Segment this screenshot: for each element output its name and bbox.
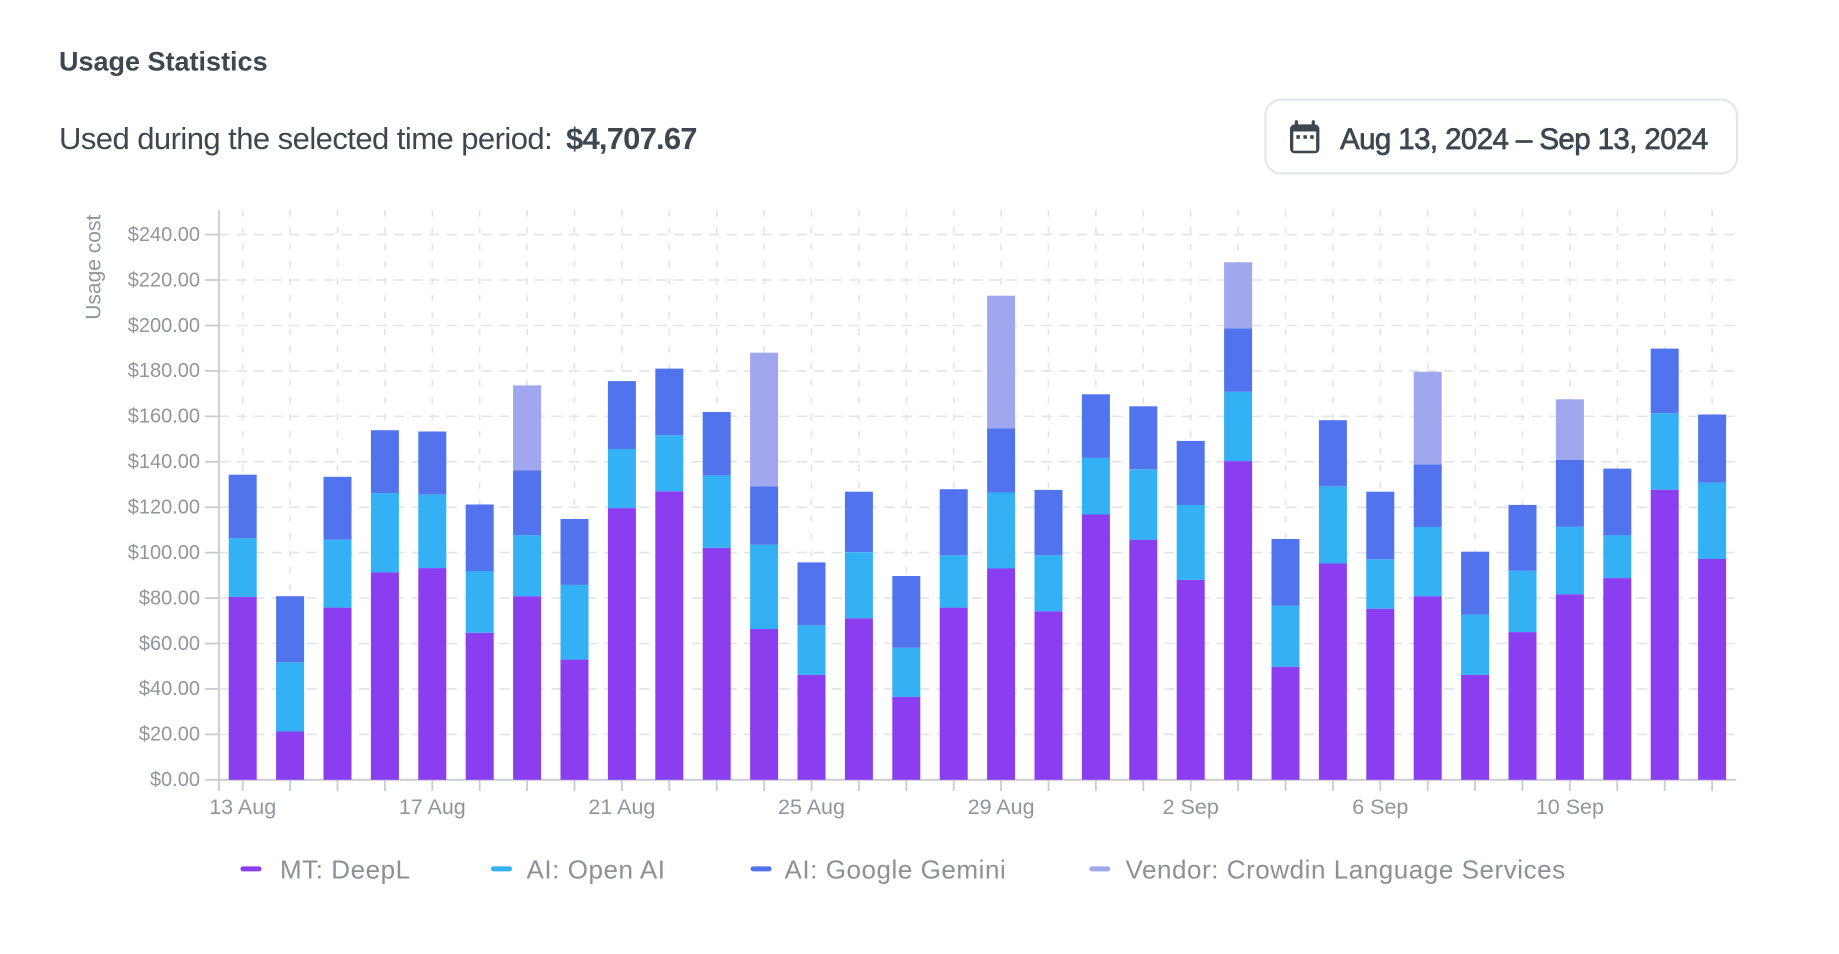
- svg-text:6 Sep: 6 Sep: [1352, 795, 1408, 819]
- svg-text:$4,707.67: $4,707.67: [566, 121, 697, 156]
- svg-text:AI: Google Gemini: AI: Google Gemini: [785, 855, 1007, 885]
- svg-text:13 Aug: 13 Aug: [209, 795, 276, 819]
- svg-text:Aug 13, 2024 – Sep 13, 2024: Aug 13, 2024 – Sep 13, 2024: [1340, 123, 1708, 156]
- svg-text:25 Aug: 25 Aug: [778, 795, 845, 819]
- svg-text:17 Aug: 17 Aug: [399, 795, 466, 819]
- svg-text:$120.00: $120.00: [128, 497, 200, 519]
- svg-text:Vendor: Crowdin Language Servi: Vendor: Crowdin Language Services: [1126, 855, 1566, 885]
- svg-text:$240.00: $240.00: [128, 224, 200, 246]
- svg-text:21 Aug: 21 Aug: [588, 795, 655, 819]
- svg-text:$100.00: $100.00: [128, 542, 200, 564]
- svg-text:$20.00: $20.00: [139, 724, 200, 746]
- svg-text:$140.00: $140.00: [128, 451, 200, 473]
- svg-text:$160.00: $160.00: [128, 406, 200, 428]
- svg-text:$200.00: $200.00: [128, 315, 200, 337]
- svg-text:$40.00: $40.00: [139, 678, 200, 700]
- svg-text:$180.00: $180.00: [128, 360, 200, 382]
- svg-text:MT: DeepL: MT: DeepL: [280, 855, 411, 885]
- svg-text:Usage cost: Usage cost: [83, 215, 106, 320]
- svg-text:$220.00: $220.00: [128, 269, 200, 291]
- svg-text:29 Aug: 29 Aug: [968, 795, 1035, 819]
- svg-text:$60.00: $60.00: [139, 633, 200, 655]
- svg-text:$80.00: $80.00: [139, 587, 200, 609]
- svg-text:Used during the selected time: Used during the selected time period:: [59, 121, 552, 156]
- svg-text:2 Sep: 2 Sep: [1163, 795, 1219, 819]
- svg-text:AI: Open AI: AI: Open AI: [527, 855, 666, 885]
- svg-text:Usage Statistics: Usage Statistics: [59, 47, 268, 77]
- svg-text:10 Sep: 10 Sep: [1536, 795, 1604, 819]
- svg-text:$0.00: $0.00: [150, 769, 200, 791]
